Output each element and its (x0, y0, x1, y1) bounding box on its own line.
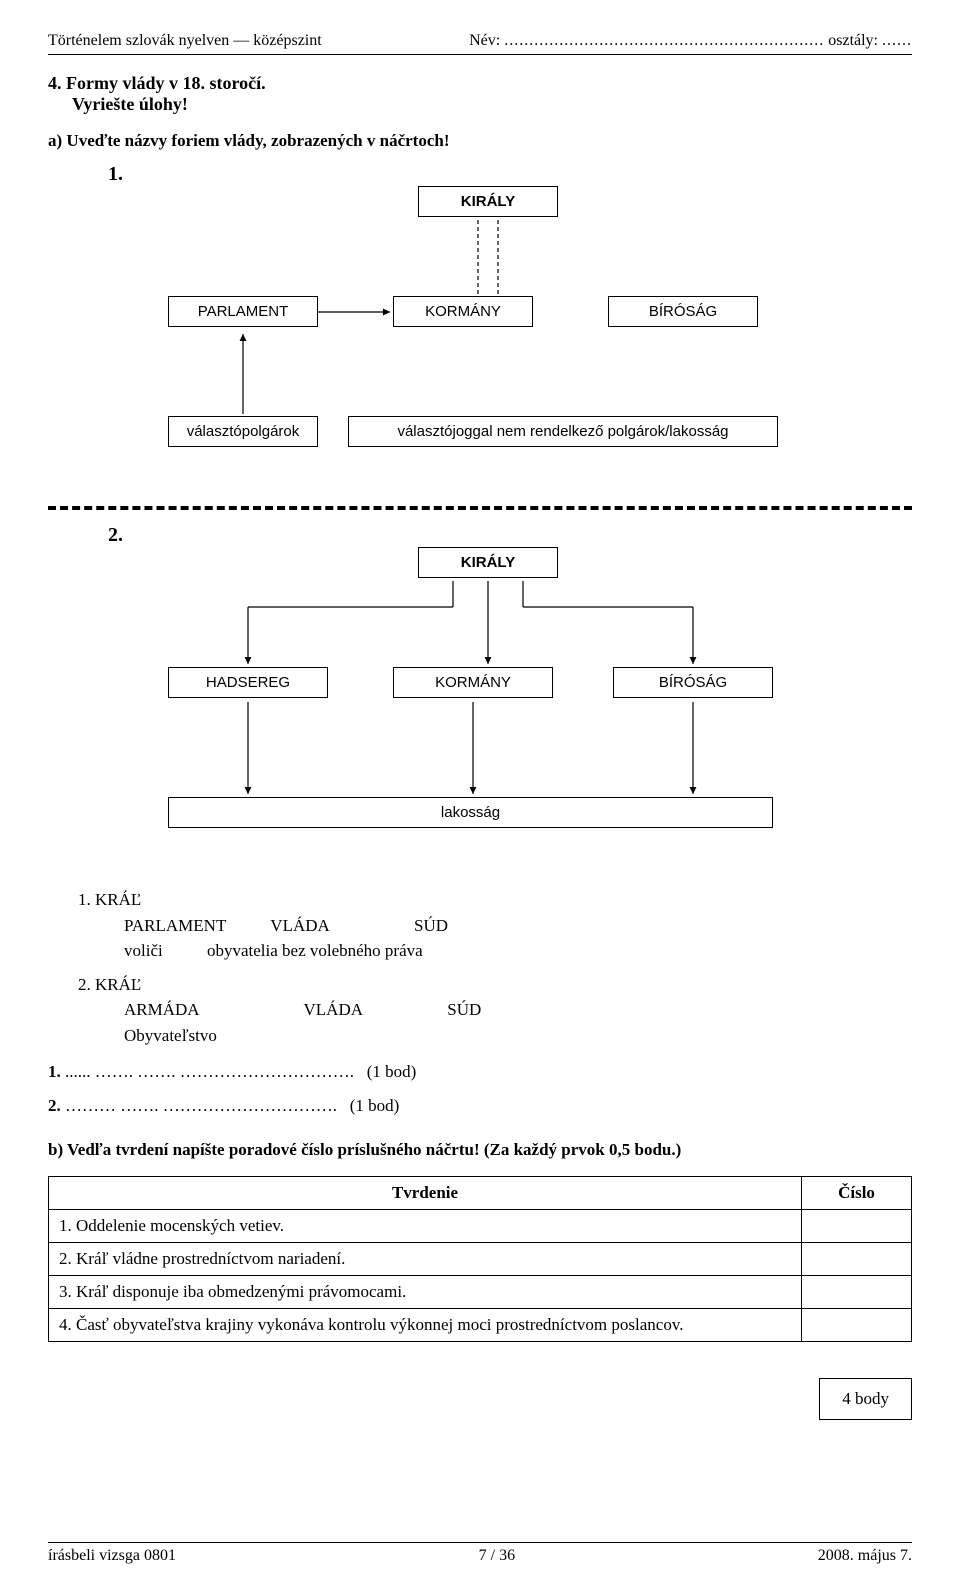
legend-1-sud: SÚD (414, 916, 448, 935)
legend-2-line2: ARMÁDA VLÁDA SÚD (124, 997, 912, 1023)
diagram-1: 1. KIRÁLY PARLAMENT KORMÁNY BÍRÓSÁG vála… (48, 163, 912, 496)
claim-4: 4. Časť obyvateľstva krajiny vykonáva ko… (49, 1309, 802, 1342)
diagram-2: 2. KIRÁLY HADSEREG KORMÁNY (48, 524, 912, 867)
d2-lakossag: lakosság (168, 797, 773, 828)
claims-table: Tvrdenie Číslo 1. Oddelenie mocenských v… (48, 1176, 912, 1342)
d2-birosag: BÍRÓSÁG (613, 667, 773, 698)
header-left: Történelem szlovák nyelven — középszint (48, 32, 322, 50)
diagram-1-number: 1. (108, 163, 912, 186)
d1-valasztojoggal: választójoggal nem rendelkező polgárok/l… (348, 416, 778, 447)
task-title-2: Vyriešte úlohy! (72, 94, 912, 115)
subtask-a: a) Uveďte názvy foriem vlády, zobrazenýc… (48, 131, 912, 151)
legend-1-vlada: VLÁDA (270, 916, 330, 935)
name-label: Név: (469, 32, 500, 49)
answer-2-dots: ……… ……. …………………………. (65, 1096, 337, 1115)
answer-1-score: (1 bod) (367, 1062, 417, 1081)
table-row: 3. Kráľ disponuje iba obmedzenými právom… (49, 1276, 912, 1309)
footer-rule (48, 1542, 912, 1543)
answer-line-2: 2. ……… ……. …………………………. (1 bod) (48, 1096, 912, 1116)
answer-2-prefix: 2. (48, 1096, 61, 1115)
legend: 1. KRÁĽ PARLAMENT VLÁDA SÚD voliči obyva… (48, 887, 912, 1048)
legend-1-line1: 1. KRÁĽ (78, 887, 912, 913)
col-tvrdenie: Tvrdenie (49, 1177, 802, 1210)
table-row: 1. Oddelenie mocenských vetiev. (49, 1210, 912, 1243)
header-rule (48, 54, 912, 55)
legend-2-vlada: VLÁDA (304, 1000, 364, 1019)
class-label: osztály: (828, 32, 878, 49)
d1-parlament: PARLAMENT (168, 296, 318, 327)
legend-2-line1: 2. KRÁĽ (78, 972, 912, 998)
claim-2-answer[interactable] (802, 1243, 912, 1276)
claim-4-answer[interactable] (802, 1309, 912, 1342)
claim-2: 2. Kráľ vládne prostredníctvom nariadení… (49, 1243, 802, 1276)
footer-left: írásbeli vizsga 0801 (48, 1547, 176, 1565)
d2-kormany: KORMÁNY (393, 667, 553, 698)
legend-1-volici: voliči (124, 941, 163, 960)
footer-center: 7 / 36 (479, 1547, 515, 1565)
table-row: 4. Časť obyvateľstva krajiny vykonáva ko… (49, 1309, 912, 1342)
diagram-1-connectors (48, 186, 908, 496)
legend-2-armada: ARMÁDA (124, 1000, 200, 1019)
points-box: 4 body (819, 1378, 912, 1420)
d1-birosag: BÍRÓSÁG (608, 296, 758, 327)
legend-2-sud: SÚD (447, 1000, 481, 1019)
d1-kormany: KORMÁNY (393, 296, 533, 327)
claim-3-answer[interactable] (802, 1276, 912, 1309)
name-dots: ........................................… (504, 32, 824, 49)
claim-3: 3. Kráľ disponuje iba obmedzenými právom… (49, 1276, 802, 1309)
legend-1-line3: voliči obyvatelia bez volebného práva (124, 938, 912, 964)
claim-1: 1. Oddelenie mocenských vetiev. (49, 1210, 802, 1243)
legend-1-parlament: PARLAMENT (124, 916, 226, 935)
table-row: 2. Kráľ vládne prostredníctvom nariadení… (49, 1243, 912, 1276)
diagram-2-number: 2. (108, 524, 912, 547)
page-footer: írásbeli vizsga 0801 7 / 36 2008. május … (48, 1542, 912, 1565)
header-right: Név: ...................................… (469, 32, 912, 50)
legend-1-obyvatelia: obyvatelia bez volebného práva (207, 941, 423, 960)
d2-kiraly: KIRÁLY (418, 547, 558, 578)
class-dots: ...... (882, 32, 912, 49)
legend-2-line3: Obyvateľstvo (124, 1023, 912, 1049)
answer-line-1: 1. ...... ……. ……. …………………………. (1 bod) (48, 1062, 912, 1082)
footer-right: 2008. május 7. (818, 1547, 912, 1565)
d1-kiraly: KIRÁLY (418, 186, 558, 217)
d1-valasztopolgarok: választópolgárok (168, 416, 318, 447)
col-cislo: Číslo (802, 1177, 912, 1210)
task-title-1: 4. Formy vlády v 18. storočí. (48, 73, 912, 94)
answer-2-score: (1 bod) (350, 1096, 400, 1115)
diagram-separator (48, 506, 912, 510)
claim-1-answer[interactable] (802, 1210, 912, 1243)
d2-hadsereg: HADSEREG (168, 667, 328, 698)
page-header: Történelem szlovák nyelven — középszint … (48, 32, 912, 50)
answer-1-dots: ...... ……. ……. …………………………. (65, 1062, 354, 1081)
subtask-b: b) Vedľa tvrdení napíšte poradové číslo … (48, 1140, 912, 1160)
answer-1-prefix: 1. (48, 1062, 61, 1081)
legend-1-line2: PARLAMENT VLÁDA SÚD (124, 913, 912, 939)
